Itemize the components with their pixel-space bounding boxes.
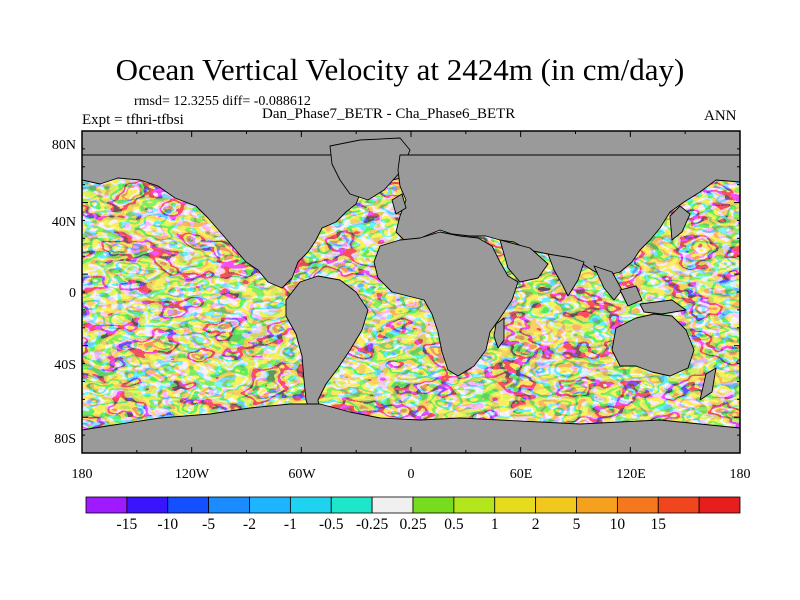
- lon-tick-60w: 60W: [288, 467, 316, 482]
- southeast-asia: [593, 265, 623, 301]
- colorbar-label: -1: [283, 516, 297, 533]
- japan: [669, 205, 691, 241]
- india: [547, 253, 585, 297]
- case-label: Dan_Phase7_BETR - Cha_Phase6_BETR: [262, 106, 516, 122]
- colorbar-swatch: [167, 496, 210, 514]
- page-title: Ocean Vertical Velocity at 2424m (in cm/…: [115, 52, 685, 87]
- colorbar-label: 2: [531, 516, 540, 533]
- lat-tick-80n: 80N: [51, 138, 76, 153]
- colorbar-label: 0.25: [399, 516, 427, 533]
- land-masses: [82, 131, 740, 453]
- colorbar-label: 0.5: [444, 516, 464, 533]
- colorbar-swatch: [494, 496, 537, 514]
- colorbar-label: 15: [650, 516, 667, 533]
- colorbar-label: 10: [609, 516, 626, 533]
- colorbar-swatch: [453, 496, 496, 514]
- colorbar-label: -2: [243, 516, 256, 533]
- colorbar-label: -15: [116, 516, 138, 533]
- colorbar-label: -0.5: [318, 516, 344, 533]
- new-guinea: [639, 299, 687, 315]
- colorbar-swatch: [249, 496, 291, 514]
- madagascar: [493, 317, 505, 349]
- lon-tick-120e: 120E: [616, 467, 646, 482]
- season-label: ANN: [704, 108, 737, 124]
- colorbar-swatch: [208, 496, 250, 514]
- colorbar-swatch: [535, 496, 577, 514]
- british-isles: [391, 193, 407, 215]
- axis-ticks: [81, 130, 741, 454]
- greenland: [329, 137, 411, 201]
- africa: [373, 231, 519, 377]
- borneo: [619, 285, 643, 307]
- australia: [611, 313, 695, 377]
- experiment-label: Expt = tfhri-tfbsi: [82, 112, 184, 128]
- colorbar-swatch: [576, 496, 618, 514]
- colorbar-swatch: [85, 496, 128, 514]
- colorbar-swatch: [412, 496, 455, 514]
- lat-tick-0: 0: [69, 286, 76, 301]
- colorbar-label: -10: [157, 516, 179, 533]
- lon-tick-60e: 60E: [509, 467, 533, 482]
- arabia: [499, 239, 549, 283]
- lon-tick-180e: 180: [729, 467, 751, 482]
- colorbar-swatch: [371, 496, 414, 514]
- lon-tick-0: 0: [407, 467, 415, 482]
- colorbar-swatch: [289, 496, 332, 514]
- colorbar-label: -5: [202, 516, 216, 533]
- lon-tick-180w: 180: [71, 467, 93, 482]
- colorbar-swatch: [698, 496, 741, 514]
- new-zealand: [699, 367, 717, 401]
- colorbar-label: 1: [490, 516, 499, 533]
- colorbar-swatch: [126, 496, 169, 514]
- south-america: [285, 275, 369, 419]
- antarctica: [82, 403, 740, 453]
- colorbar: [85, 496, 741, 514]
- colorbar-swatch: [330, 496, 373, 514]
- lat-tick-80s: 80S: [54, 432, 76, 447]
- lat-tick-40n: 40N: [51, 215, 76, 230]
- colorbar-label: -0.25: [355, 516, 389, 533]
- rmsd-diff-stats: rmsd= 12.3255 diff= -0.088612: [134, 94, 311, 109]
- colorbar-swatch: [657, 496, 700, 514]
- colorbar-swatch: [616, 496, 659, 514]
- colorbar-label: 5: [572, 516, 581, 533]
- lon-tick-120w: 120W: [174, 467, 210, 482]
- lat-tick-40s: 40S: [54, 358, 76, 373]
